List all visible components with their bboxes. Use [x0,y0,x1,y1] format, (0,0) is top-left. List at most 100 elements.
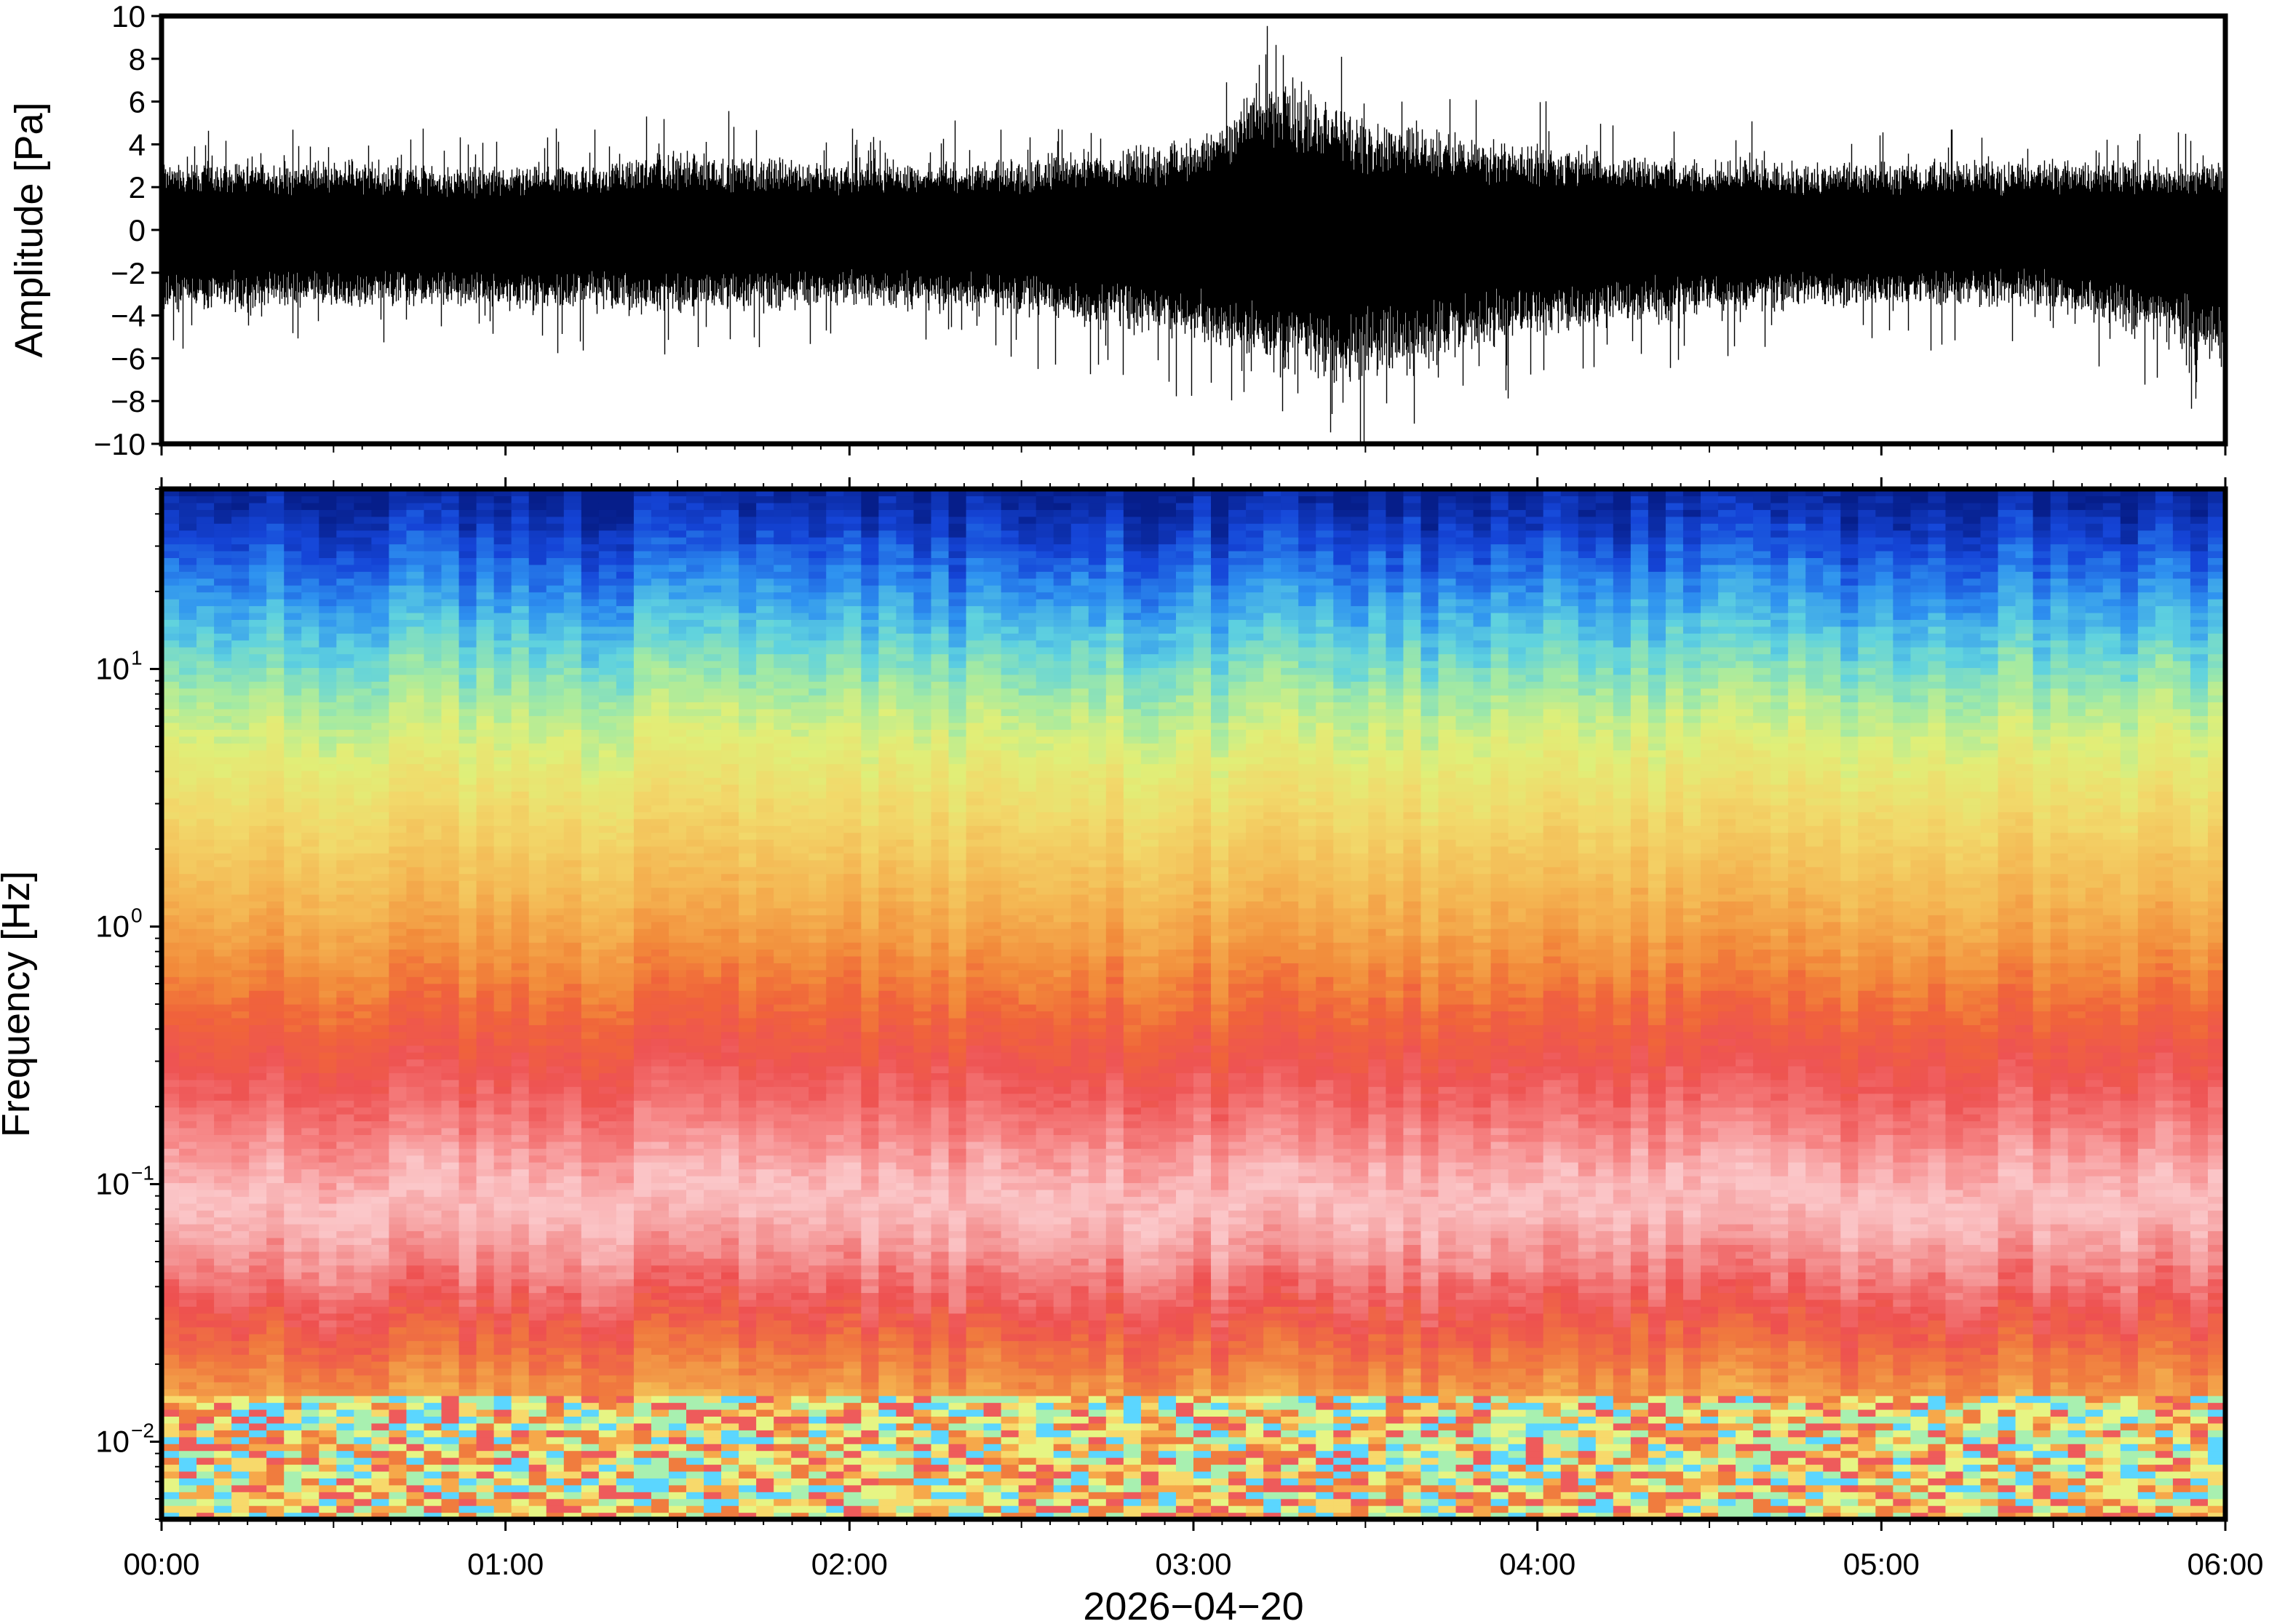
spectrogram-cell [686,1422,704,1430]
spectrogram-cell [231,893,250,901]
spectrogram-cell [546,997,565,1005]
spectrogram-cell [406,1388,425,1396]
spectrogram-cell [633,1484,652,1492]
spectrogram-cell [162,1024,180,1032]
spectrogram-cell [196,1017,215,1025]
spectrogram-cell [179,1484,197,1492]
spectrogram-cell [704,825,722,833]
spectrogram-cell [633,1230,652,1238]
spectrogram-cell [354,709,372,717]
spectrogram-cell [563,1224,582,1232]
spectrogram-cell [301,1340,319,1348]
spectrogram-cell [563,777,582,785]
spectrogram-cell [424,695,442,703]
spectrogram-cell [214,1121,232,1129]
spectrogram-cell [704,701,722,709]
spectrogram-cell [371,969,390,977]
spectrogram-cell [196,1169,215,1177]
spectrogram-cell [704,1292,722,1300]
spectrogram-cell [162,763,180,771]
spectrogram-cell [528,1409,547,1417]
spectrogram-cell [704,1416,722,1424]
spectrogram-cell [301,1224,319,1232]
spectrogram-cell [354,1505,372,1513]
spectrogram-cell [406,1402,425,1410]
spectrogram-cell [528,1457,547,1465]
spectrogram-cell [231,1278,250,1286]
spectrogram-cell [319,1127,337,1135]
spectrogram-cell [249,1217,267,1225]
spectrogram-cell [284,530,302,538]
spectrogram-cell [704,784,722,792]
spectrogram-cell [284,749,302,757]
spectrogram-cell [686,1065,704,1073]
spectrogram-cell [319,1079,337,1087]
spectrogram-cell [493,1444,512,1452]
spectrogram-cell [196,1409,215,1417]
spectrogram-cell [668,757,687,765]
spectrogram-cell [458,1182,477,1190]
spectrogram-cell [721,1382,739,1390]
spectrogram-cell [528,797,547,805]
spectrogram-cell [319,811,337,819]
spectrogram-cell [354,915,372,923]
spectrogram-cell [162,743,180,751]
spectrogram-cell [651,1114,669,1122]
spectrogram-cell [162,1416,180,1424]
spectrogram-cell [162,1278,180,1286]
spectrogram-cell [406,1045,425,1053]
spectrogram-cell [458,1326,477,1334]
spectrogram-cell [493,1114,512,1122]
spectrogram-cell [424,942,442,950]
spectrogram-cell [616,564,635,572]
spectrogram-cell [319,1354,337,1362]
spectrogram-cell [179,729,197,737]
spectrogram-cell [424,1368,442,1376]
spectrogram-cell [581,749,600,757]
spectrogram-cell [651,1299,669,1307]
spectrogram-cell [301,942,319,950]
spectrogram-cell [633,1100,652,1108]
spectrogram-cell [424,983,442,991]
spectrogram-cell [546,1114,565,1122]
spectrogram-cell [196,1416,215,1424]
spectrogram-cell [406,1470,425,1478]
spectrogram-cell [581,859,600,867]
spectrogram-cell [196,509,215,517]
spectrogram-cell [616,1512,635,1520]
spectrogram-cell [266,640,285,648]
spectrogram-cell [598,1265,617,1273]
spectrogram-cell [266,537,285,545]
spectrogram-cell [196,819,215,827]
spectrogram-cell [196,1086,215,1094]
spectrogram-cell [528,811,547,819]
spectrogram-cell [424,976,442,984]
spectrogram-cell [458,550,477,558]
spectrogram-cell [511,1306,530,1314]
spectrogram-cell [301,729,319,737]
spectrogram-cell [231,1470,250,1478]
spectrogram-cell [721,1505,739,1513]
spectrogram-cell [581,1340,600,1348]
spectrogram-cell [284,1278,302,1286]
spectrogram-cell [354,749,372,757]
spectrogram-cell [179,715,197,723]
spectrogram-cell [668,688,687,696]
spectrogram-cell [284,592,302,600]
spectrogram-cell [563,722,582,730]
spectrogram-cell [563,1422,582,1430]
spectrogram-cell [371,530,390,538]
spectrogram-cell [441,1286,460,1294]
spectrogram-cell [546,1388,565,1396]
spectrogram-cell [354,1100,372,1108]
spectrogram-cell [598,1011,617,1019]
spectrogram-cell [476,537,495,545]
spectrogram-cell [686,537,704,545]
spectrogram-cell [284,1464,302,1472]
spectrogram-cell [231,736,250,744]
spectrogram-cell [616,640,635,648]
spectrogram-cell [371,1388,390,1396]
spectrogram-cell [493,853,512,861]
spectrogram-cell [214,1278,232,1286]
spectrogram-cell [196,1299,215,1307]
